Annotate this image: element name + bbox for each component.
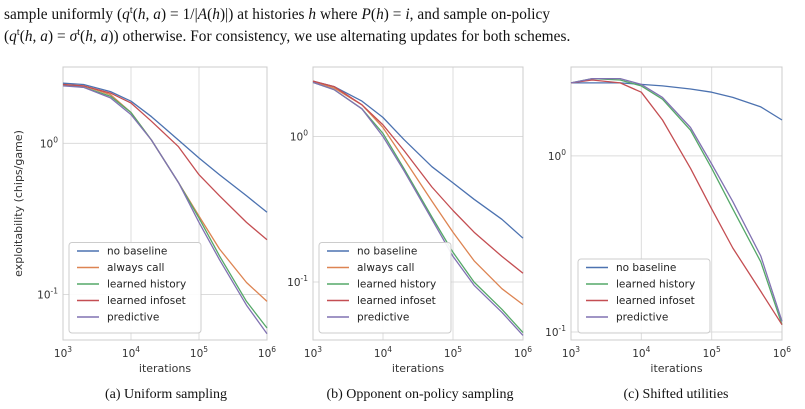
legend-entry: predictive bbox=[616, 312, 668, 324]
x-tick-label: 104 bbox=[122, 345, 140, 360]
legend: no baseline learned history learned infose… bbox=[577, 258, 711, 334]
legend: no baseline always call learned history lea… bbox=[318, 242, 452, 334]
x-tick-label: 105 bbox=[444, 345, 462, 360]
plot-frame bbox=[312, 66, 524, 341]
series-line-learned-infoset bbox=[570, 79, 783, 326]
figure-caption: (a) Uniform sampling bbox=[105, 387, 227, 402]
series-line-no-baseline bbox=[62, 82, 268, 213]
chart-panel-3: 103 104 105 106 10-1 100 iterations no baseline… bbox=[545, 66, 791, 402]
y-tick-label: 100 bbox=[548, 148, 566, 163]
series-line-predictive bbox=[570, 77, 783, 322]
x-tick-label: 104 bbox=[374, 345, 392, 360]
y-tick-label: 10-1 bbox=[545, 324, 566, 339]
y-tick-label: 100 bbox=[290, 128, 308, 143]
legend-box bbox=[68, 242, 202, 334]
paragraph-line-2: (qt(h, a) = σt(h, a)) otherwise. For con… bbox=[4, 27, 571, 46]
series-line-predictive bbox=[312, 81, 524, 336]
x-tick-label: 106 bbox=[514, 345, 532, 360]
chart-panel-2: 103 104 105 106 10-1 100 iterations no baseline… bbox=[287, 66, 532, 402]
legend-entry: learned infoset bbox=[616, 295, 695, 307]
x-tick-label: 103 bbox=[562, 345, 580, 360]
x-tick-label: 106 bbox=[773, 345, 791, 360]
chart-panel-1: 103 104 105 106 10-1 100 iterations exploitabil… bbox=[12, 66, 276, 402]
y-axis-label: exploitability (chips/game) bbox=[12, 130, 25, 277]
x-tick-label: 103 bbox=[304, 345, 322, 360]
x-tick-label: 106 bbox=[258, 345, 276, 360]
y-tick-label: 10-1 bbox=[287, 274, 308, 289]
series-line-learned-history bbox=[570, 77, 783, 325]
legend-entry: learned history bbox=[107, 279, 186, 291]
y-tick-label: 10-1 bbox=[37, 287, 58, 302]
legend-entry: no baseline bbox=[107, 246, 167, 258]
legend-entry: predictive bbox=[107, 312, 159, 324]
plot-frame bbox=[570, 66, 783, 341]
legend-box bbox=[577, 258, 711, 334]
y-tick-label: 100 bbox=[40, 135, 58, 150]
legend-box bbox=[318, 242, 452, 334]
series-line-no-baseline bbox=[571, 82, 783, 121]
x-tick-label: 104 bbox=[632, 345, 650, 360]
plot-frame bbox=[62, 66, 268, 341]
legend-entry: always call bbox=[107, 262, 164, 274]
x-axis-label: iterations bbox=[650, 362, 702, 375]
x-tick-label: 105 bbox=[703, 345, 721, 360]
legend-entry: learned history bbox=[357, 279, 436, 291]
legend: no baseline always call learned history lea… bbox=[68, 242, 202, 334]
series-line-predictive bbox=[62, 85, 268, 335]
figure-caption: (c) Shifted utilities bbox=[624, 387, 729, 402]
paragraph-line-1: sample uniformly (qt(h, a) = 1/|A(h)|) a… bbox=[4, 5, 551, 24]
figure-caption: (b) Opponent on-policy sampling bbox=[326, 387, 513, 402]
x-tick-label: 103 bbox=[54, 345, 72, 360]
x-tick-label: 105 bbox=[190, 345, 208, 360]
legend-entry: learned infoset bbox=[357, 295, 436, 307]
x-axis-label: iterations bbox=[392, 362, 444, 375]
legend-entry: always call bbox=[357, 262, 414, 274]
series-line-learned-infoset bbox=[312, 80, 524, 274]
legend-entry: learned infoset bbox=[107, 295, 186, 307]
legend-entry: predictive bbox=[357, 312, 409, 324]
series-line-no-baseline bbox=[312, 80, 524, 239]
legend-entry: no baseline bbox=[357, 246, 417, 258]
legend-entry: learned history bbox=[616, 279, 695, 291]
x-axis-label: iterations bbox=[139, 362, 191, 375]
legend-entry: no baseline bbox=[616, 262, 676, 274]
series-line-learned-infoset bbox=[62, 83, 268, 241]
